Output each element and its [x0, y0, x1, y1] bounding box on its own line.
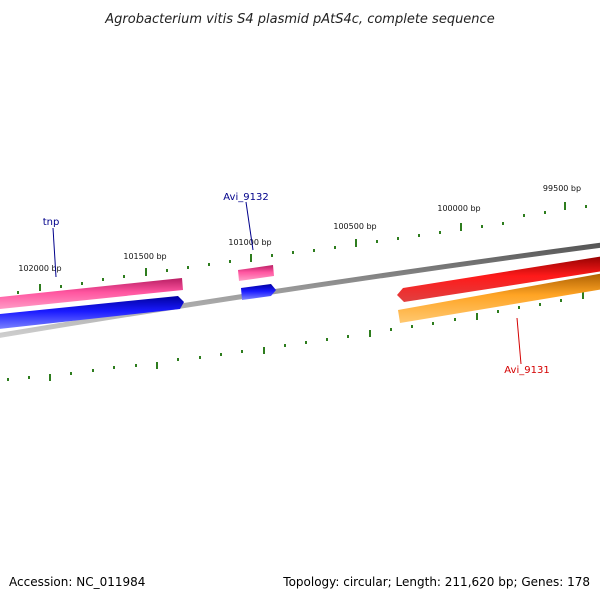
scale-label-101500: 101500 bp: [123, 252, 166, 261]
gene-avi-9131-red-arrow[interactable]: [397, 255, 600, 302]
inner-scale-ticks: [7, 292, 584, 381]
plasmid-backbone: [0, 242, 600, 338]
gene-avi-9132-magenta[interactable]: [238, 265, 274, 281]
gene-label-avi-9131[interactable]: Avi_9131: [504, 365, 549, 376]
scale-label-101000: 101000 bp: [228, 238, 271, 247]
label-line-avi-9132: [245, 201, 254, 251]
gene-avi-9132-blue-arrow[interactable]: [241, 284, 276, 300]
accession-text: Accession: NC_011984: [9, 575, 145, 589]
scale-label-100000: 100000 bp: [437, 204, 480, 213]
scale-label-100500: 100500 bp: [333, 222, 376, 231]
gene-label-tnp[interactable]: tnp: [43, 217, 60, 228]
gene-tnp-magenta[interactable]: [0, 278, 183, 310]
gene-label-avi-9132[interactable]: Avi_9132: [223, 192, 268, 203]
gene-avi-9131-orange[interactable]: [398, 272, 600, 323]
gene-tnp-blue-arrow[interactable]: [0, 296, 184, 330]
scale-label-102000: 102000 bp: [18, 264, 61, 273]
label-line-tnp: [52, 227, 57, 278]
map-title: Agrobacterium vitis S4 plasmid pAtS4c, c…: [104, 12, 494, 27]
outer-scale-ticks: [17, 202, 587, 294]
scale-label-99500: 99500 bp: [543, 184, 581, 193]
label-line-avi-9131: [516, 317, 522, 365]
topology-summary: Topology: circular; Length: 211,620 bp; …: [282, 575, 590, 589]
